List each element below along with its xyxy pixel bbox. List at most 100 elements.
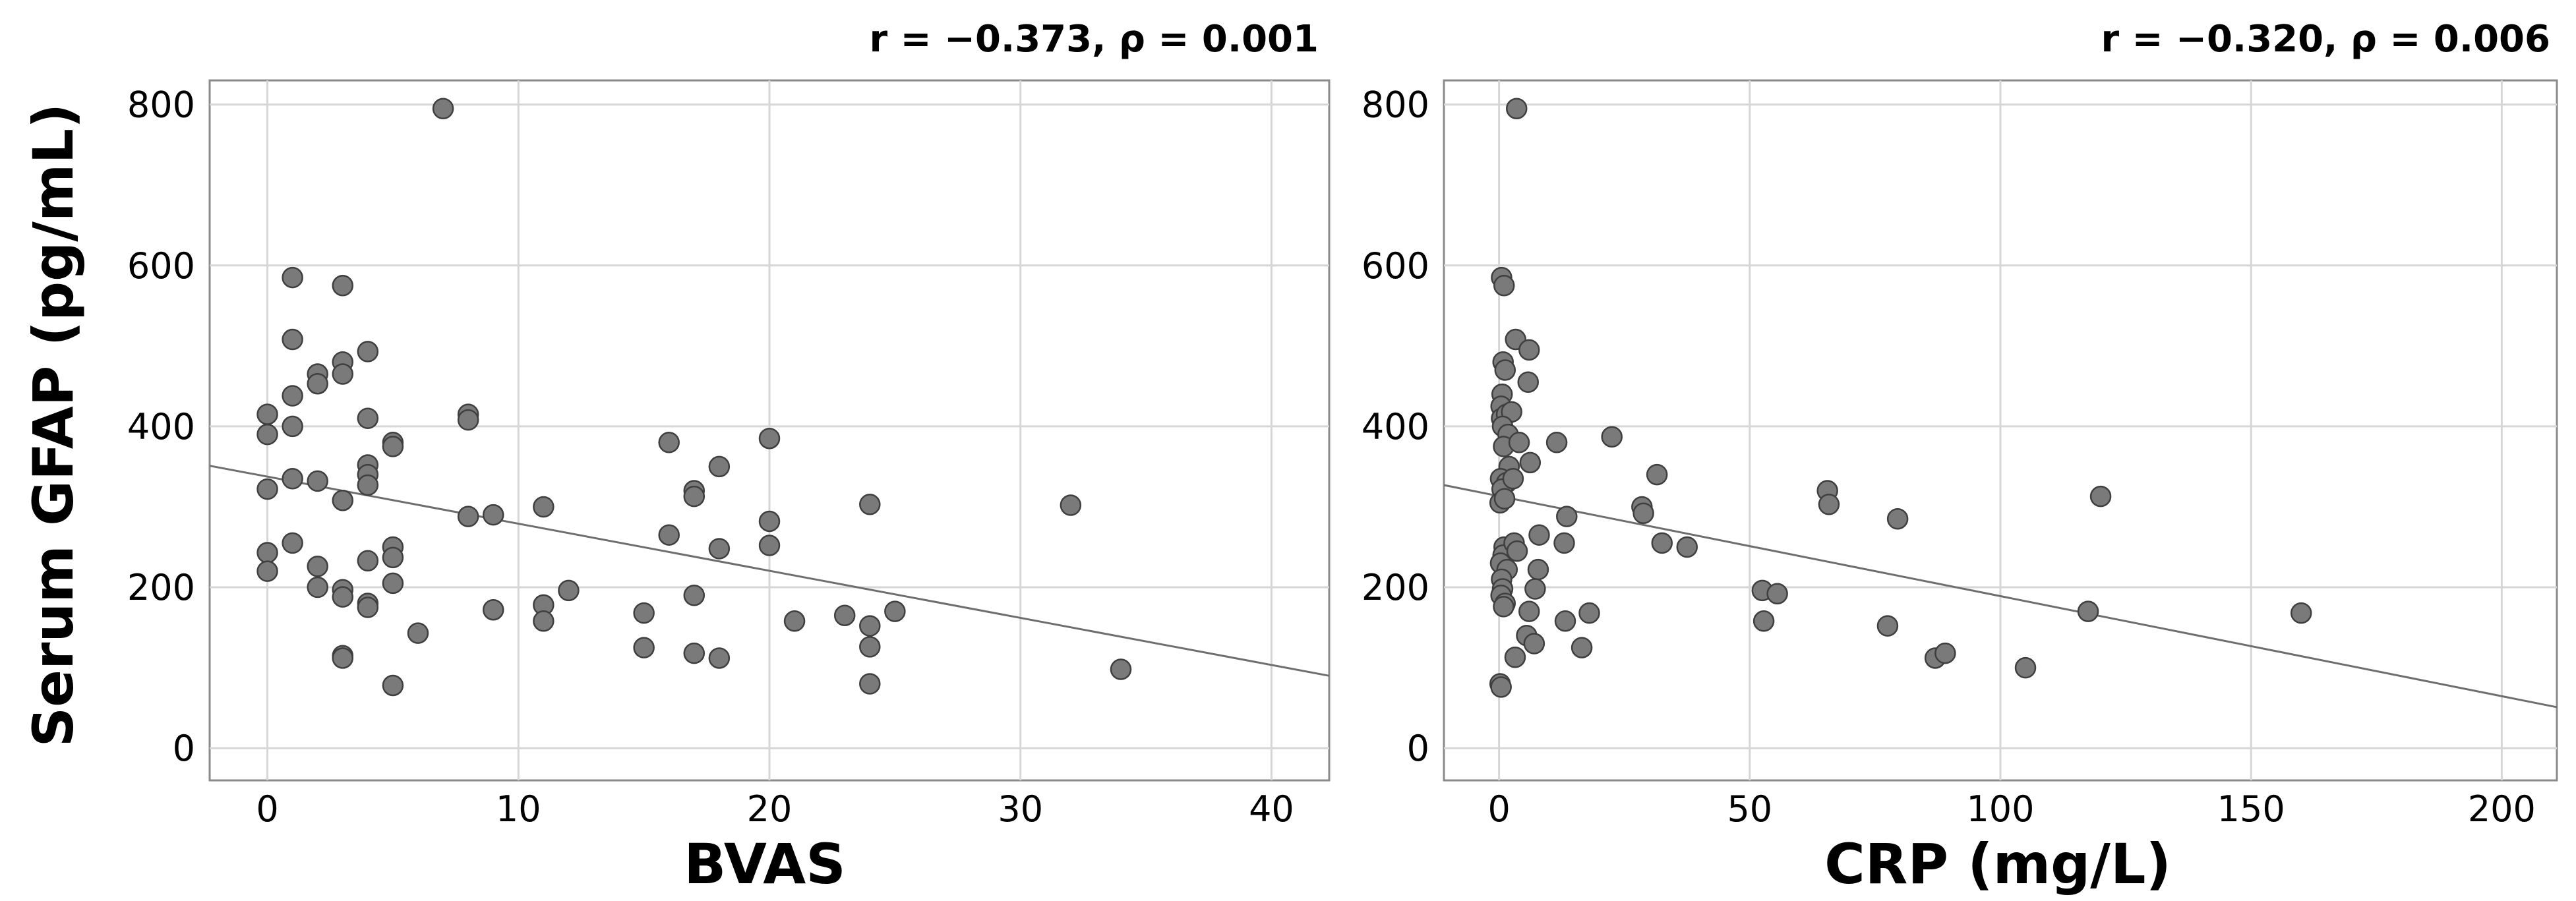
fit-line-group-crp (1443, 484, 2558, 709)
data-point-crp (1502, 467, 1524, 490)
data-point-bvas (758, 535, 781, 556)
data-point-crp (1601, 426, 1623, 448)
panel-bvas: 0 10 20 30 40 0 200 400 600 800 r = −0.373, ρ = … (127, 18, 1331, 896)
data-point-crp (1818, 494, 1840, 515)
x-tick-label-crp: 150 (2217, 788, 2285, 830)
data-point-bvas (332, 489, 354, 511)
data-point-bvas (256, 403, 278, 425)
data-point-crp (1518, 339, 1540, 361)
data-point-crp (1556, 506, 1578, 527)
data-point-bvas (708, 647, 731, 669)
data-point-bvas (482, 598, 504, 621)
data-point-bvas (332, 363, 354, 385)
data-point-bvas (307, 470, 328, 492)
data-point-bvas (783, 610, 806, 632)
y-tick-label-crp: 600 (1362, 245, 1429, 287)
x-tick-label-crp: 200 (2468, 788, 2536, 830)
y-tick-label-crp: 200 (1362, 567, 1429, 608)
data-point-bvas (357, 596, 379, 618)
data-point-crp (1524, 578, 1546, 600)
data-point-bvas (859, 494, 881, 515)
y-axis-title: Serum GFAP (pg/mL) (21, 103, 86, 747)
data-point-bvas (833, 604, 856, 627)
data-point-bvas (332, 647, 354, 669)
x-tick-label-bvas: 40 (1249, 788, 1294, 830)
data-point-bvas (859, 636, 881, 658)
data-point-bvas (558, 579, 580, 602)
data-point-bvas (256, 542, 278, 564)
grid-bvas (210, 80, 1329, 780)
data-point-bvas (307, 556, 328, 577)
x-tick-label-bvas: 30 (998, 788, 1043, 830)
data-point-crp (1518, 600, 1540, 622)
y-tick-label-bvas: 200 (127, 567, 195, 608)
fit-line-crp (1443, 484, 2558, 709)
data-point-crp (1517, 371, 1539, 393)
fit-line-group-bvas (209, 465, 1330, 677)
y-tick-label-crp: 0 (1407, 728, 1429, 769)
data-point-bvas (708, 538, 731, 560)
x-tick-label-bvas: 10 (496, 788, 541, 830)
data-point-bvas (382, 572, 404, 595)
data-point-crp (1766, 583, 1788, 605)
x-tick-label-crp: 0 (1487, 788, 1510, 830)
data-point-bvas (658, 432, 680, 453)
data-point-crp (1523, 633, 1545, 654)
x-axis-title-crp: CRP (mg/L) (1824, 832, 2171, 896)
data-point-crp (1504, 646, 1526, 668)
panel-crp: 0 50 100 150 200 0 200 400 600 800 r = −0.320, ρ… (1362, 18, 2558, 896)
grid-crp (1444, 80, 2557, 780)
data-point-bvas (357, 407, 379, 429)
y-tick-label-crp: 800 (1362, 84, 1429, 126)
data-point-crp (1493, 275, 1515, 297)
data-point-crp (1528, 524, 1550, 546)
points-crp (1489, 98, 2312, 698)
data-point-crp (1571, 637, 1593, 658)
points-bvas (256, 98, 1132, 697)
data-point-bvas (256, 423, 278, 446)
data-point-crp (1527, 558, 1549, 581)
data-point-bvas (683, 642, 705, 664)
data-point-bvas (683, 584, 705, 606)
data-point-bvas (432, 98, 454, 119)
data-point-crp (1752, 610, 1775, 632)
data-point-bvas (884, 600, 906, 622)
data-point-crp (1519, 451, 1542, 474)
fit-line-bvas (209, 465, 1330, 677)
data-point-bvas (332, 275, 354, 297)
x-ticks-crp: 0 50 100 150 200 (1487, 788, 2535, 830)
correlation-annotation-bvas: r = −0.373, ρ = 0.001 (870, 18, 1319, 61)
y-tick-label-bvas: 600 (127, 245, 195, 287)
x-ticks-bvas: 0 10 20 30 40 (256, 788, 1294, 830)
data-point-bvas (482, 504, 504, 526)
data-point-crp (1676, 536, 1698, 558)
data-point-bvas (282, 415, 303, 438)
y-ticks-crp: 0 200 400 600 800 (1362, 84, 1429, 770)
y-tick-label-crp: 400 (1362, 406, 1429, 448)
data-point-bvas (307, 372, 328, 395)
data-point-bvas (307, 576, 328, 598)
data-point-bvas (282, 532, 303, 554)
data-point-bvas (758, 510, 781, 533)
data-point-bvas (256, 560, 278, 582)
x-tick-label-bvas: 20 (747, 788, 793, 830)
data-point-bvas (357, 474, 379, 496)
data-point-crp (1553, 532, 1575, 554)
data-point-crp (1494, 359, 1516, 381)
data-point-bvas (633, 637, 655, 658)
x-tick-label-bvas: 0 (256, 788, 278, 830)
data-point-bvas (683, 485, 705, 508)
data-point-bvas (533, 496, 554, 518)
data-point-bvas (382, 546, 404, 569)
data-point-crp (1886, 508, 1909, 530)
data-point-crp (1506, 98, 1528, 119)
x-axis-title-bvas: BVAS (684, 832, 845, 896)
data-point-crp (1506, 540, 1528, 562)
data-point-crp (1508, 432, 1530, 453)
data-point-bvas (457, 409, 479, 431)
data-point-bvas (708, 455, 731, 478)
data-point-bvas (533, 610, 554, 632)
data-point-bvas (382, 674, 404, 697)
data-point-bvas (407, 622, 429, 644)
x-tick-label-crp: 50 (1727, 788, 1772, 830)
